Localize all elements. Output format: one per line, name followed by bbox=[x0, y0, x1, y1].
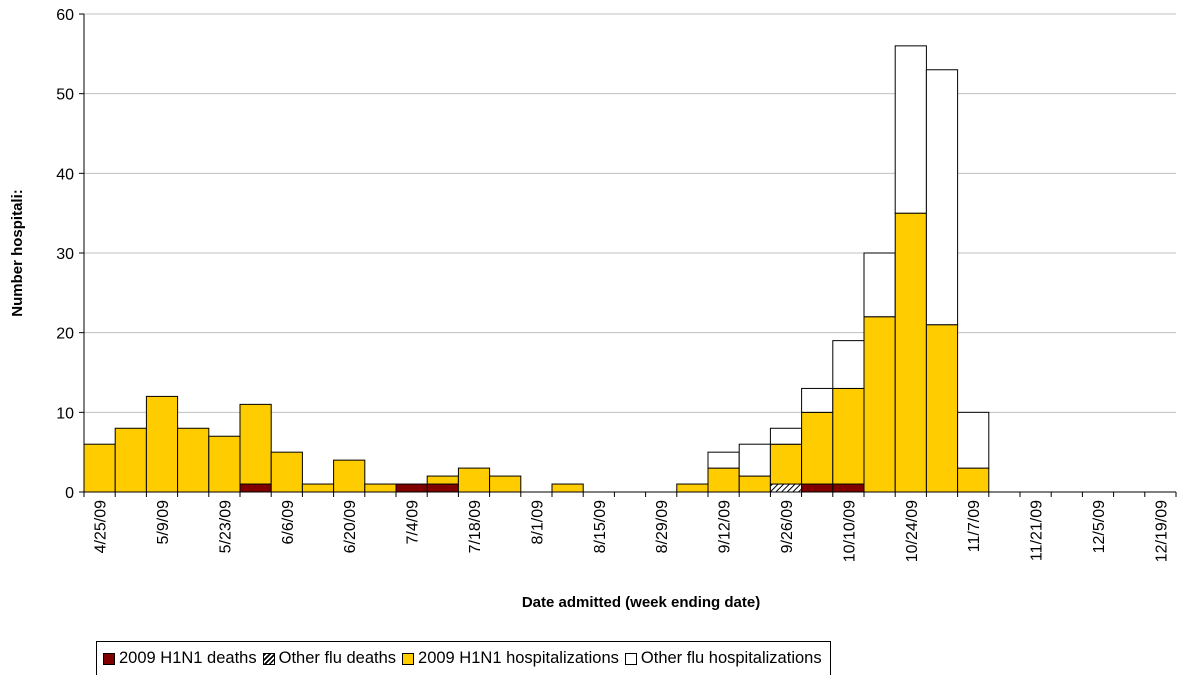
gridlines bbox=[84, 13, 1176, 413]
axes bbox=[79, 13, 1177, 497]
x-tick-label: 7/18/09 bbox=[467, 500, 484, 553]
y-axis-title: Number hospitali: bbox=[9, 189, 26, 317]
bar-other-flu-hospitalizations bbox=[801, 387, 834, 413]
y-tick-label: 0 bbox=[65, 485, 74, 502]
bar-2009-h1n1-deaths bbox=[239, 483, 272, 493]
bar-other-flu-hospitalizations bbox=[832, 340, 865, 389]
x-tick-label: 9/26/09 bbox=[779, 500, 796, 553]
legend: 2009 H1N1 deaths Other flu deaths 2009 H1N… bbox=[96, 641, 831, 675]
legend-item-2009-h1n1-deaths: 2009 H1N1 deaths bbox=[103, 649, 257, 668]
bar-2009-h1n1-hospitalizations bbox=[894, 212, 927, 493]
y-tick-labels: 0 10 20 30 40 50 60 bbox=[56, 7, 74, 502]
bar-2009-h1n1-deaths bbox=[395, 483, 428, 493]
chart: 0 10 20 30 40 50 60 4/25/09 5/9/09 5/23/09 6/6/09… bbox=[9, 7, 1177, 611]
bar-2009-h1n1-hospitalizations bbox=[925, 324, 959, 493]
x-tick-label: 10/10/09 bbox=[841, 500, 858, 562]
legend-swatch bbox=[103, 652, 115, 665]
y-tick-label: 10 bbox=[56, 405, 74, 422]
bar-2009-h1n1-hospitalizations bbox=[364, 483, 397, 493]
bar-2009-h1n1-hospitalizations bbox=[177, 427, 210, 493]
x-tick-label: 8/29/09 bbox=[654, 500, 671, 553]
bar-2009-h1n1-hospitalizations bbox=[208, 435, 241, 493]
legend-swatch bbox=[262, 652, 275, 665]
bar-other-flu-hospitalizations bbox=[894, 45, 927, 214]
y-tick-label: 30 bbox=[56, 246, 74, 263]
legend-label: Other flu hospitalizations bbox=[640, 649, 822, 667]
legend-label: 2009 H1N1 deaths bbox=[119, 649, 257, 667]
bar-2009-h1n1-deaths bbox=[426, 483, 459, 493]
x-tick-labels: 4/25/09 5/9/09 5/23/09 6/6/09 6/20/09 7/4/09 7… bbox=[93, 500, 1171, 562]
x-tick-label: 8/15/09 bbox=[592, 500, 609, 553]
legend-label: 2009 H1N1 hospitalizations bbox=[418, 649, 619, 667]
x-tick-label: 8/1/09 bbox=[529, 500, 546, 545]
bar-2009-h1n1-hospitalizations bbox=[738, 475, 771, 493]
bar-other-flu-hospitalizations bbox=[769, 427, 803, 445]
bar-2009-h1n1-hospitalizations bbox=[83, 443, 116, 493]
bar-2009-h1n1-deaths bbox=[832, 483, 865, 493]
bar-2009-h1n1-deaths bbox=[801, 483, 834, 493]
bar-2009-h1n1-hospitalizations bbox=[489, 475, 522, 493]
bar-2009-h1n1-hospitalizations bbox=[832, 387, 865, 485]
x-tick-label: 4/25/09 bbox=[93, 500, 110, 553]
y-tick-label: 20 bbox=[56, 326, 74, 343]
bar-2009-h1n1-hospitalizations bbox=[114, 427, 147, 493]
bar-2009-h1n1-hospitalizations bbox=[551, 483, 584, 493]
bar-other-flu-hospitalizations bbox=[925, 69, 959, 326]
bar-2009-h1n1-hospitalizations bbox=[676, 483, 709, 493]
bar-2009-h1n1-hospitalizations bbox=[769, 443, 803, 485]
bar-other-flu-hospitalizations bbox=[957, 411, 990, 469]
x-axis-title: Date admitted (week ending date) bbox=[522, 594, 760, 611]
legend-swatch bbox=[624, 652, 637, 665]
x-tick-label: 6/20/09 bbox=[342, 500, 359, 553]
legend-item-2009-h1n1-hospitalizations: 2009 H1N1 hospitalizations bbox=[402, 649, 619, 668]
bar-2009-h1n1-hospitalizations bbox=[707, 467, 740, 493]
x-tick-label: 11/21/09 bbox=[1029, 500, 1046, 561]
bar-2009-h1n1-hospitalizations bbox=[457, 467, 491, 493]
bar-2009-h1n1-hospitalizations bbox=[863, 316, 896, 493]
bar-other-flu-hospitalizations bbox=[863, 252, 896, 318]
x-tick-label: 5/9/09 bbox=[155, 500, 172, 545]
legend-item-other-flu-deaths: Other flu deaths bbox=[262, 649, 397, 668]
x-tick-label: 5/23/09 bbox=[217, 500, 234, 553]
x-tick-label: 9/12/09 bbox=[717, 500, 734, 553]
bar-2009-h1n1-hospitalizations bbox=[239, 403, 272, 485]
bar-2009-h1n1-hospitalizations bbox=[957, 467, 990, 493]
y-tick-label: 60 bbox=[56, 7, 74, 24]
legend-item-other-flu-hospitalizations: Other flu hospitalizations bbox=[624, 649, 822, 668]
bar-2009-h1n1-hospitalizations bbox=[270, 451, 303, 493]
bar-2009-h1n1-hospitalizations bbox=[426, 475, 459, 485]
y-tick-label: 50 bbox=[56, 87, 74, 104]
bars bbox=[83, 45, 990, 493]
bar-other-flu-hospitalizations bbox=[707, 451, 740, 469]
bar-other-flu-hospitalizations bbox=[738, 443, 771, 477]
x-tick-label: 7/4/09 bbox=[405, 500, 422, 545]
y-tick-label: 40 bbox=[56, 166, 74, 183]
x-tick-label: 12/19/09 bbox=[1153, 500, 1170, 562]
x-tick-label: 12/5/09 bbox=[1091, 500, 1108, 553]
x-tick-label: 11/7/09 bbox=[966, 500, 983, 552]
bar-2009-h1n1-hospitalizations bbox=[333, 459, 366, 493]
bar-2009-h1n1-hospitalizations bbox=[801, 411, 834, 485]
x-tick-label: 10/24/09 bbox=[904, 500, 921, 562]
x-tick-label: 6/6/09 bbox=[280, 500, 297, 545]
bar-other-flu-deaths bbox=[769, 483, 803, 493]
bar-2009-h1n1-hospitalizations bbox=[301, 483, 335, 493]
legend-label: Other flu deaths bbox=[278, 649, 397, 667]
bar-2009-h1n1-hospitalizations bbox=[145, 395, 179, 493]
legend-swatch bbox=[402, 652, 415, 665]
